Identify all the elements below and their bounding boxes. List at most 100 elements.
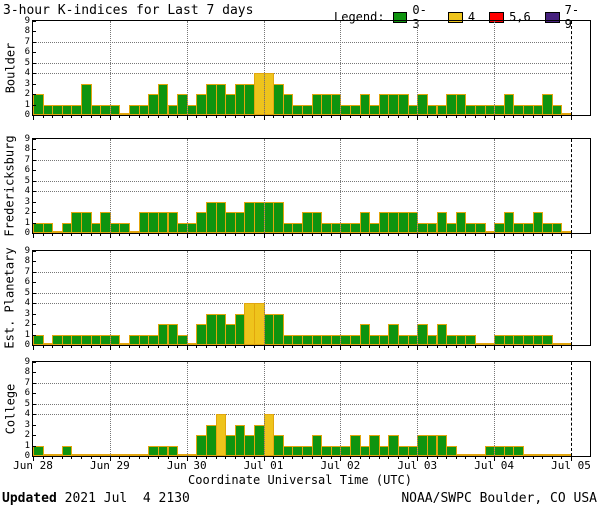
x-tick [42, 234, 44, 236]
x-tick [177, 457, 179, 459]
y-tick-label: 1 [24, 99, 30, 110]
x-tick [359, 346, 361, 348]
x-tick [282, 346, 284, 348]
x-tick [484, 346, 486, 348]
x-tick [474, 346, 476, 348]
updated-timestamp: Updated 2021 Jul 4 2130 [2, 491, 190, 506]
x-tick [225, 346, 227, 348]
x-tick [205, 116, 207, 118]
y-tick-label: 6 [24, 388, 30, 399]
x-tick [292, 346, 294, 348]
x-tick [273, 234, 275, 236]
x-tick [292, 457, 294, 459]
x-tick [369, 457, 371, 459]
chart-title: 3-hour K-indices for Last 7 days [3, 3, 254, 18]
x-tick [494, 234, 496, 238]
x-tick [33, 346, 34, 350]
x-tick [129, 346, 131, 348]
x-tick [330, 234, 332, 236]
x-tick [90, 116, 92, 118]
x-tick [551, 457, 553, 459]
x-tick [407, 457, 409, 459]
k-index-bar [542, 334, 553, 345]
x-tick [436, 346, 438, 348]
x-tick [177, 346, 179, 348]
x-tick [542, 234, 544, 236]
x-tick [426, 457, 428, 459]
current-time-line [571, 251, 572, 345]
y-tick [33, 73, 36, 75]
x-tick [465, 346, 467, 348]
gridline-day [263, 21, 265, 115]
gridline-day [340, 139, 342, 233]
y-tick-label: 7 [24, 154, 30, 165]
x-tick [302, 457, 303, 459]
y-tick [33, 362, 36, 363]
x-tick [551, 346, 553, 348]
x-tick [388, 116, 390, 118]
x-tick [426, 116, 428, 118]
x-tick [90, 346, 92, 348]
x-tick [196, 234, 198, 236]
station-label-college: College [2, 362, 18, 456]
station-name: Est. Planetary [3, 247, 17, 349]
x-tick [330, 346, 332, 348]
gridline-day [186, 21, 188, 115]
x-tick [388, 457, 390, 459]
gridline-day [340, 251, 342, 345]
x-tick [522, 346, 524, 348]
current-time-line [571, 139, 572, 233]
x-tick [33, 116, 34, 120]
legend-item-4: 4 [447, 10, 475, 24]
x-tick [340, 346, 342, 350]
station-name: College [3, 383, 18, 435]
x-tick [474, 457, 476, 459]
x-tick [350, 346, 352, 348]
gridline-day [109, 21, 111, 115]
gridline-k5 [33, 180, 571, 182]
x-tick [167, 457, 169, 459]
x-tick [532, 116, 534, 118]
y-tick [33, 83, 36, 85]
x-tick [388, 346, 390, 348]
gridline-k4 [33, 73, 571, 75]
x-tick [100, 457, 102, 459]
x-tick [436, 457, 438, 459]
x-tick [321, 346, 323, 348]
x-tick [253, 346, 255, 348]
x-tick [302, 116, 303, 118]
x-tick [359, 116, 361, 118]
y-tick [33, 324, 36, 326]
y-tick [33, 251, 36, 252]
gridline-day [417, 251, 419, 345]
x-tick [109, 116, 111, 120]
gridline-day [263, 139, 265, 233]
x-tick [157, 457, 159, 459]
updated-label: Updated [2, 491, 57, 506]
x-tick [321, 457, 323, 459]
y-tick [33, 159, 36, 161]
gridline-k7 [33, 159, 571, 161]
y-tick-label: 5 [24, 398, 30, 409]
x-tick [215, 346, 217, 348]
y-tick [33, 94, 36, 96]
gridline-k7 [33, 41, 571, 43]
y-tick-label: 1 [24, 440, 30, 451]
x-tick [100, 234, 102, 236]
x-tick [61, 116, 63, 118]
updated-value: 2021 Jul 4 2130 [56, 491, 190, 506]
y-tick [33, 313, 36, 315]
y-tick-label: 2 [24, 430, 30, 441]
x-tick [494, 457, 496, 461]
x-tick [359, 234, 361, 236]
gridline-day [494, 251, 496, 345]
x-tick [129, 116, 131, 118]
gridline-k4 [33, 414, 571, 416]
gridline-day [417, 139, 419, 233]
y-tick-label: 6 [24, 165, 30, 176]
k-index-bar [33, 445, 44, 456]
y-tick-label: 3 [24, 196, 30, 207]
x-tick [81, 346, 83, 348]
y-tick-label: 5 [24, 287, 30, 298]
x-tick [196, 116, 198, 118]
